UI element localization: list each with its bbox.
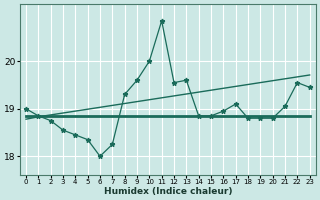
X-axis label: Humidex (Indice chaleur): Humidex (Indice chaleur) [104, 187, 232, 196]
